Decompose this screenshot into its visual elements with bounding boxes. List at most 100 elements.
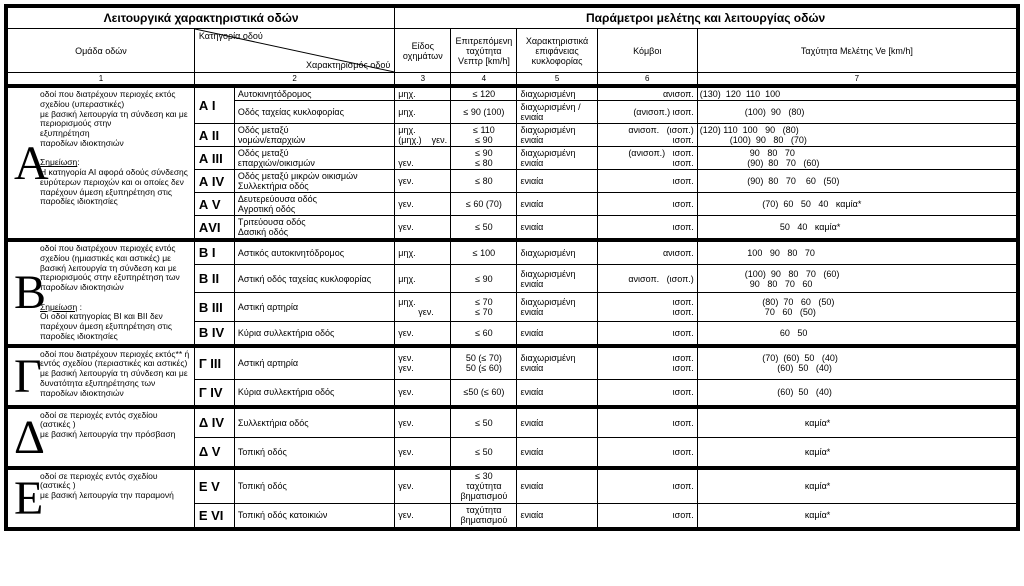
road-category: ΑVI [194, 216, 234, 241]
nodes: ισοπ.ισοπ. [597, 293, 697, 322]
group-desc: οδοί που διατρέχουν περιοχές εκτός σχεδί… [36, 86, 194, 240]
max-speed: ≤50 (≤ 60) [451, 380, 517, 407]
max-speed: ≤ 120 [451, 86, 517, 101]
road-category: Β III [194, 293, 234, 322]
nodes: (ανισοπ.) ισοπ.ισοπ. [597, 147, 697, 170]
road-category: Α V [194, 193, 234, 216]
design-speeds: 100 90 80 70 [697, 240, 1018, 264]
surface: διαχωρισμένηενιαία [517, 147, 597, 170]
nodes: ισοπ. [597, 437, 697, 468]
max-speed: ≤ 110≤ 90 [451, 124, 517, 147]
road-category: Ε V [194, 468, 234, 504]
veh-type: γεν. [395, 147, 451, 170]
design-speeds: (80) 70 60 (50) 70 60 (50) [697, 293, 1018, 322]
road-category: Α III [194, 147, 234, 170]
max-speed: 50 (≤ 70)50 (≤ 60) [451, 346, 517, 380]
surface: διαχωρισμένη / ενιαία [517, 101, 597, 124]
veh-type: γεν. [395, 468, 451, 504]
max-speed: ≤ 90≤ 80 [451, 147, 517, 170]
road-char: Οδός μεταξύ μικρών οικισμώνΣυλλεκτήρια ο… [234, 170, 394, 193]
surface: ενιαία [517, 503, 597, 528]
veh-type: γεν. [395, 503, 451, 528]
group-desc: οδοί σε περιοχές εντός σχεδίου (αστικές … [36, 468, 194, 529]
hdr-designspeed: Ταχύτητα Μελέτης Ve [km/h] [697, 29, 1018, 73]
road-category: Β I [194, 240, 234, 264]
surface: ενιαία [517, 468, 597, 504]
road-char: Δευτερεύουσα οδόςΑγροτική οδός [234, 193, 394, 216]
nodes: ισοπ.ισοπ. [597, 346, 697, 380]
max-speed: ≤ 60 [451, 321, 517, 345]
design-speeds: (70) 60 50 40 καμία* [697, 193, 1018, 216]
group-letter: Ε [6, 468, 36, 529]
road-char: Οδός μεταξύεπαρχιών/οικισμών [234, 147, 394, 170]
hdr-diag: Κατηγορία οδού Χαρακτηρισμός οδού [194, 29, 394, 73]
veh-type: μηχ. [395, 86, 451, 101]
road-category: Δ IV [194, 407, 234, 438]
hdr-vehtype: Είδος οχημάτων [395, 29, 451, 73]
nodes: (ανισοπ.) ισοπ. [597, 101, 697, 124]
nodes: ανισοπ. (ισοπ.) [597, 264, 697, 293]
veh-type: μηχ.(μηχ.) γεν. [395, 124, 451, 147]
veh-type: γεν. [395, 170, 451, 193]
group-letter: Γ [6, 346, 36, 407]
veh-type: γεν. [395, 380, 451, 407]
max-speed: ≤ 60 (70) [451, 193, 517, 216]
road-category: Β II [194, 264, 234, 293]
surface: διαχωρισμένη [517, 240, 597, 264]
road-category: Α I [194, 86, 234, 124]
design-speeds: (120) 110 100 90 (80) (100) 90 80 (70) [697, 124, 1018, 147]
road-char: Αστική αρτηρία [234, 346, 394, 380]
max-speed: ≤ 30ταχύτηταβηματισμού [451, 468, 517, 504]
main-header-left: Λειτουργικά χαρακτηριστικά οδών [6, 6, 395, 29]
veh-type: γεν.γεν. [395, 346, 451, 380]
hdr-nodes: Κόμβοι [597, 29, 697, 73]
design-speeds: καμία* [697, 468, 1018, 504]
max-speed: ≤ 80 [451, 170, 517, 193]
group-desc: οδοί που διατρέχουν περιοχές εντός σχεδί… [36, 240, 194, 346]
max-speed: ≤ 50 [451, 216, 517, 241]
nodes: ισοπ. [597, 321, 697, 345]
nodes: ανισοπ. [597, 240, 697, 264]
design-speeds: (60) 50 (40) [697, 380, 1018, 407]
veh-type: μηχ. γεν. [395, 293, 451, 322]
road-char: Αστική αρτηρία [234, 293, 394, 322]
design-speeds: 90 80 70 (90) 80 70 (60) [697, 147, 1018, 170]
road-char: Αστικός αυτοκινητόδρομος [234, 240, 394, 264]
max-speed: ≤ 90 (100) [451, 101, 517, 124]
max-speed: ≤ 50 [451, 437, 517, 468]
surface: διαχωρισμένηενιαία [517, 264, 597, 293]
nodes: ισοπ. [597, 380, 697, 407]
road-category: Δ V [194, 437, 234, 468]
road-category: Ε VI [194, 503, 234, 528]
road-char: Κύρια συλλεκτήρια οδός [234, 380, 394, 407]
max-speed: ≤ 70≤ 70 [451, 293, 517, 322]
veh-type: γεν. [395, 437, 451, 468]
group-desc: οδοί που διατρέχουν περιοχές εκτός** ή ε… [36, 346, 194, 407]
nodes: ισοπ. [597, 503, 697, 528]
surface: ενιαία [517, 437, 597, 468]
surface: ενιαία [517, 407, 597, 438]
road-char: Τοπική οδός [234, 437, 394, 468]
road-char: Συλλεκτήρια οδός [234, 407, 394, 438]
design-speeds: καμία* [697, 407, 1018, 438]
road-char: Οδός ταχείας κυκλοφορίας [234, 101, 394, 124]
group-letter: Β [6, 240, 36, 346]
nodes: ισοπ. [597, 216, 697, 241]
group-desc: οδοί σε περιοχές εντός σχεδίου (αστικές … [36, 407, 194, 468]
veh-type: μηχ. [395, 240, 451, 264]
road-category: Γ IV [194, 380, 234, 407]
design-speeds: (70) (60) 50 (40) (60) 50 (40) [697, 346, 1018, 380]
veh-type: γεν. [395, 407, 451, 438]
veh-type: μηχ. [395, 264, 451, 293]
hdr-group: Ομάδα οδών [6, 29, 194, 73]
surface: ενιαία [517, 193, 597, 216]
road-char: Τοπική οδός κατοικιών [234, 503, 394, 528]
veh-type: μηχ. [395, 101, 451, 124]
road-char: Τοπική οδός [234, 468, 394, 504]
road-char: Τριτεύουσα οδόςΔασική οδός [234, 216, 394, 241]
nodes: ισοπ. [597, 170, 697, 193]
design-speeds: καμία* [697, 503, 1018, 528]
road-parameters-table: Λειτουργικά χαρακτηριστικά οδών Παράμετρ… [4, 4, 1020, 531]
nodes: ισοπ. [597, 193, 697, 216]
group-letter: Α [6, 86, 36, 240]
